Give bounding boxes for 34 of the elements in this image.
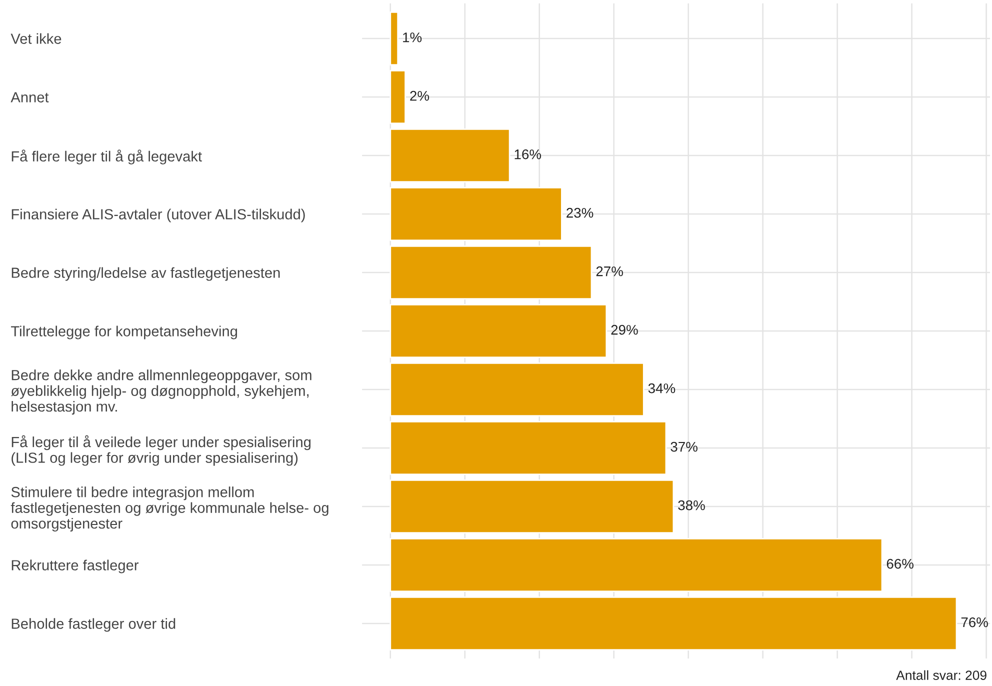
bar bbox=[390, 362, 644, 417]
data-label: 29% bbox=[611, 324, 638, 335]
data-label: 76% bbox=[961, 617, 988, 628]
y-tick-label: Få flere leger til å gå legevakt bbox=[12, 150, 202, 164]
y-tick-label: Stimulere til bedre integrasjon mellom fastlegetjenesten og øvrige kommunale helse- og omsorgstjenester bbox=[10, 486, 328, 532]
bar bbox=[390, 538, 883, 592]
bar bbox=[390, 70, 406, 124]
y-tick-label: Bedre styring/ledelse av fastlegetjenesten bbox=[12, 267, 280, 281]
data-label: 23% bbox=[566, 208, 594, 218]
data-label: 2% bbox=[410, 90, 430, 101]
data-label: 16% bbox=[514, 149, 542, 160]
y-tick-label: Finansiere ALIS-avtaler (utover ALIS-tilskudd) bbox=[12, 208, 305, 222]
bar bbox=[390, 128, 510, 183]
y-tick-label: Bedre dekke andre allmennlegeoppgaver, som øyeblikkelig hjelp- og døgnopphold, sykehjem, helsestasjon mv. bbox=[11, 370, 312, 415]
bar bbox=[390, 12, 399, 66]
y-tick-label: Annet bbox=[10, 92, 49, 102]
data-label: 27% bbox=[596, 266, 623, 276]
data-label: 37% bbox=[670, 442, 698, 452]
data-label: 66% bbox=[886, 558, 914, 569]
data-label: 38% bbox=[678, 500, 705, 510]
text: Antall svar: 209 bbox=[896, 670, 986, 680]
y-tick-label: Rekruttere fastleger bbox=[12, 560, 139, 574]
bar bbox=[390, 186, 562, 242]
bar bbox=[390, 245, 592, 300]
data-label: 34% bbox=[648, 383, 676, 394]
bar bbox=[390, 420, 667, 475]
data-label: 1% bbox=[403, 32, 422, 42]
y-tick-label: Beholde fastleger over tid bbox=[12, 618, 176, 632]
bar bbox=[390, 479, 674, 534]
bar bbox=[390, 304, 608, 358]
y-tick-label: Vet ikke bbox=[10, 33, 62, 44]
bar bbox=[390, 596, 958, 650]
y-tick-label: Tilrettelegge for kompetanseheving bbox=[11, 326, 237, 340]
y-tick-label: Få leger til å veilede leger under spesialisering (LIS1 og leger for øvrig under spesialisering) bbox=[12, 435, 310, 466]
